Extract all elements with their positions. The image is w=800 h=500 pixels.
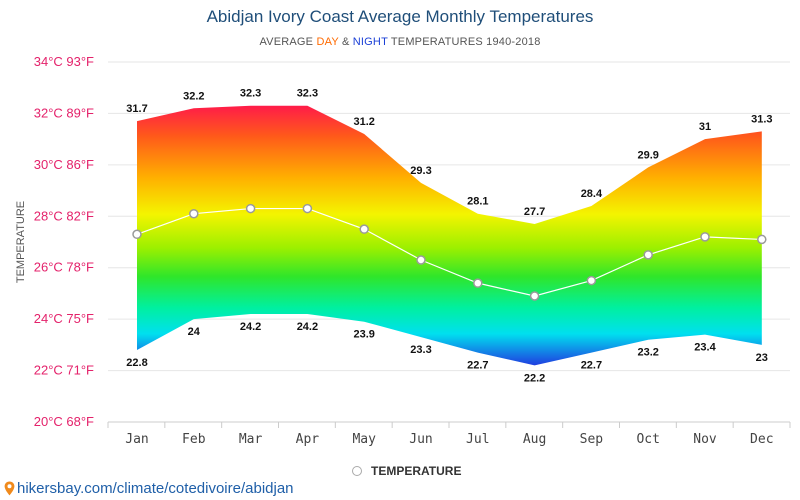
x-tick-label: Jan <box>125 432 148 447</box>
night-value-label: 22.8 <box>126 357 147 369</box>
x-tick-label: Aug <box>523 432 546 447</box>
chart-subtitle: AVERAGE DAY & NIGHT TEMPERATURES 1940-20… <box>0 36 800 48</box>
average-temperature-line <box>136 207 762 297</box>
subtitle-amp: & <box>341 36 350 48</box>
x-tick-label: Sep <box>580 432 604 447</box>
night-value-label: 23.9 <box>353 329 374 341</box>
day-value-label: 31.3 <box>751 113 772 125</box>
temperature-band <box>137 105 762 366</box>
y-tick-label: 34°C 93°F <box>34 54 94 69</box>
x-tick-label: Mar <box>239 432 263 447</box>
average-temperature-point[interactable] <box>586 275 597 286</box>
day-value-label: 32.3 <box>240 88 261 100</box>
subtitle-night-word: NIGHT <box>352 36 388 48</box>
average-temperature-point[interactable] <box>189 208 199 219</box>
x-tick-label: Jul <box>466 432 489 447</box>
night-value-label: 23.2 <box>637 347 658 359</box>
subtitle-day-word: DAY <box>316 36 339 48</box>
average-temperature-point[interactable] <box>245 203 256 214</box>
day-night-range-area <box>137 105 762 366</box>
x-tick-label: Feb <box>182 432 206 447</box>
x-tick-label: Nov <box>693 432 717 447</box>
legend[interactable]: TEMPERATURE <box>352 464 461 478</box>
x-tick-label: May <box>352 432 376 447</box>
x-tick-label: Oct <box>636 432 659 447</box>
y-tick-label: 26°C 78°F <box>34 260 94 275</box>
average-temperature-point[interactable] <box>757 234 767 245</box>
night-value-label: 23.3 <box>410 344 431 356</box>
day-value-label: 27.7 <box>524 206 545 218</box>
day-value-label: 31.7 <box>126 103 147 115</box>
x-tick-label: Jun <box>409 432 432 447</box>
average-temperature-point[interactable] <box>359 224 369 234</box>
night-value-label: 24.2 <box>297 321 318 333</box>
day-value-label: 28.1 <box>467 196 488 208</box>
legend-label: TEMPERATURE <box>371 464 462 478</box>
average-temperature-point[interactable] <box>132 229 142 240</box>
night-value-label: 23 <box>756 352 768 364</box>
x-tick-label: Apr <box>296 432 320 447</box>
hollow-circle-icon <box>352 466 362 476</box>
value-labels: 31.7 32.2 32.3 32.3 31.2 29.3 28.1 27.7 28.4 29.9… <box>126 88 772 385</box>
average-temperature-point[interactable] <box>700 232 710 242</box>
night-value-label: 22.7 <box>581 360 602 372</box>
day-value-label: 28.4 <box>581 188 603 200</box>
night-value-label: 22.7 <box>467 360 488 372</box>
average-temperature-point[interactable] <box>302 203 313 214</box>
night-value-label: 23.4 <box>694 342 716 354</box>
night-value-label: 24 <box>188 326 201 338</box>
average-temperature-point[interactable] <box>529 291 540 301</box>
map-pin-icon <box>4 481 15 496</box>
day-value-label: 29.3 <box>410 165 431 177</box>
y-tick-label: 28°C 82°F <box>34 208 94 223</box>
day-value-label: 32.3 <box>297 88 318 100</box>
y-tick-label: 22°C 71°F <box>34 363 94 378</box>
y-tick-label: 30°C 86°F <box>34 157 94 172</box>
source-link-container: hikersbay.com/climate/cotedivoire/abidja… <box>4 480 294 497</box>
average-temperature-point[interactable] <box>643 250 653 260</box>
chart-title: Abidjan Ivory Coast Average Monthly Temp… <box>206 7 594 26</box>
average-temperature-point[interactable] <box>416 255 426 265</box>
y-tick-label: 24°C 75°F <box>34 311 94 326</box>
day-value-label: 31.2 <box>353 116 374 128</box>
average-temperature-point[interactable] <box>473 278 483 288</box>
x-tick-label: Dec <box>750 432 773 447</box>
night-value-label: 22.2 <box>524 372 545 384</box>
average-line <box>132 203 767 301</box>
axes: 20°C 68°F 22°C 71°F 24°C 75°F 26°C 78°F 28°C… <box>15 54 791 447</box>
day-value-label: 29.9 <box>637 149 658 161</box>
y-axis-title: TEMPERATURE <box>15 201 27 283</box>
day-value-label: 32.2 <box>183 90 204 102</box>
y-tick-label: 20°C 68°F <box>34 414 94 429</box>
subtitle-prefix: AVERAGE <box>259 36 314 48</box>
subtitle-suffix: TEMPERATURES 1940-2018 <box>390 36 541 48</box>
day-value-label: 31 <box>699 121 711 133</box>
source-link[interactable]: hikersbay.com/climate/cotedivoire/abidja… <box>17 480 294 497</box>
y-tick-label: 32°C 89°F <box>34 105 94 120</box>
night-value-label: 24.2 <box>240 321 261 333</box>
